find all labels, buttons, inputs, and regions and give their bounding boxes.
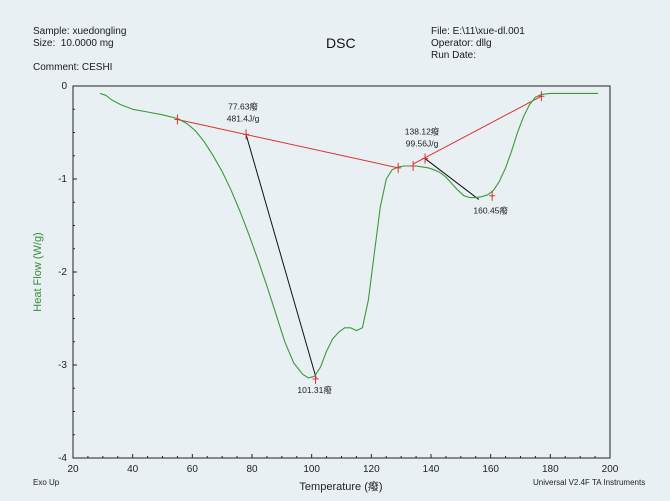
annotations: 77.63癈 481.4J/g 101.31癈 138.12癈 99.56J/g 160.…: [227, 101, 509, 395]
y-tick-label: -4: [58, 453, 67, 464]
comment-label: Comment: CESHI: [33, 62, 113, 73]
x-tick-label: 80: [246, 464, 258, 475]
annotation-label: 101.31癈: [297, 385, 332, 395]
plot-frame: [72, 85, 611, 459]
tangent-line: [424, 158, 480, 200]
sample-label: Sample: xuedongling: [33, 26, 127, 37]
y-tick-label: 0: [61, 81, 67, 92]
series-line: [99, 92, 599, 379]
annotation-label: 138.12癈: [405, 126, 440, 136]
x-axis-title: Temperature (癈): [299, 479, 382, 493]
chart-title: DSC: [326, 35, 356, 51]
plot-border: [72, 85, 611, 459]
annotation-label: 99.56J/g: [406, 138, 439, 148]
software-label: Universal V2.4F TA Instruments: [533, 478, 646, 487]
x-tick-label: 200: [602, 464, 619, 475]
annotation-label: 160.45癈: [473, 205, 508, 215]
x-tick-label: 180: [542, 464, 559, 475]
y-tick-label: -2: [58, 267, 67, 278]
y-axis-title: Heat Flow (W/g): [32, 232, 44, 311]
size-label: Size: 10.0000 mg: [33, 38, 114, 49]
baseline-line: [412, 95, 542, 165]
x-tick-label: 100: [303, 464, 320, 475]
exo-up-label: Exo Up: [33, 478, 60, 487]
file-label: File: E:\11\xue-dl.001: [431, 26, 525, 37]
y-tick-label: -1: [58, 174, 67, 185]
operator-label: Operator: dllg: [431, 38, 492, 49]
x-tick-label: 120: [363, 464, 380, 475]
x-tick-label: 60: [187, 464, 199, 475]
heat-flow-curve: [99, 92, 599, 379]
markers: [174, 91, 545, 384]
x-tick-label: 20: [67, 464, 79, 475]
run-date-label: Run Date:: [431, 50, 477, 61]
annotation-label: 481.4J/g: [227, 113, 260, 123]
annotation-label: 77.63癈: [228, 101, 258, 111]
baseline-line: [177, 118, 399, 169]
x-tick-label: 40: [127, 464, 139, 475]
axis-ticks: 20 40 60 80 100 120 140 160 180 200 0 -1 -2 -3 -4: [58, 81, 619, 475]
x-tick-label: 140: [423, 464, 440, 475]
x-tick-label: 160: [482, 464, 499, 475]
tangent-line: [245, 134, 317, 379]
y-tick-label: -3: [58, 360, 67, 371]
tangent-lines: [245, 134, 480, 379]
baselines: [177, 95, 542, 169]
